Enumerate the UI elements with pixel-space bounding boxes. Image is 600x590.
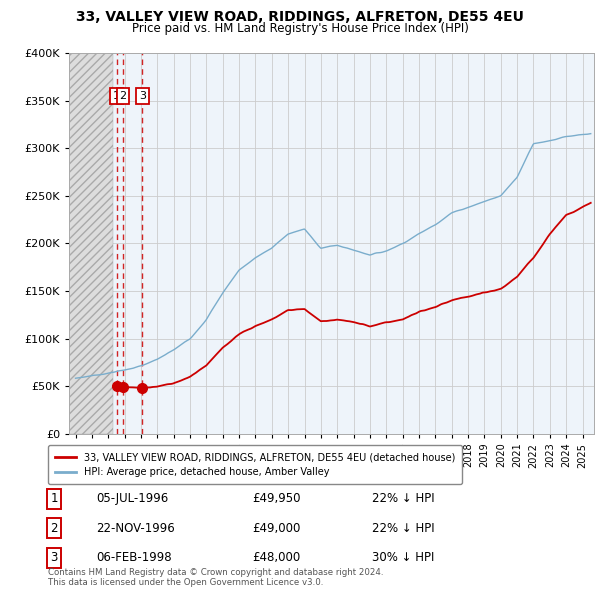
Text: 3: 3 bbox=[50, 551, 58, 564]
Text: 1: 1 bbox=[50, 492, 58, 505]
Text: 3: 3 bbox=[139, 91, 146, 101]
Text: Contains HM Land Registry data © Crown copyright and database right 2024.: Contains HM Land Registry data © Crown c… bbox=[48, 568, 383, 577]
Text: 1: 1 bbox=[113, 91, 120, 101]
Text: 22-NOV-1996: 22-NOV-1996 bbox=[96, 522, 175, 535]
Text: £49,950: £49,950 bbox=[252, 492, 301, 505]
Text: 06-FEB-1998: 06-FEB-1998 bbox=[96, 551, 172, 564]
Text: £49,000: £49,000 bbox=[252, 522, 301, 535]
Text: 33, VALLEY VIEW ROAD, RIDDINGS, ALFRETON, DE55 4EU: 33, VALLEY VIEW ROAD, RIDDINGS, ALFRETON… bbox=[76, 10, 524, 24]
Text: Price paid vs. HM Land Registry's House Price Index (HPI): Price paid vs. HM Land Registry's House … bbox=[131, 22, 469, 35]
Text: 2: 2 bbox=[50, 522, 58, 535]
Text: 30% ↓ HPI: 30% ↓ HPI bbox=[372, 551, 434, 564]
Text: 22% ↓ HPI: 22% ↓ HPI bbox=[372, 492, 434, 505]
Legend: 33, VALLEY VIEW ROAD, RIDDINGS, ALFRETON, DE55 4EU (detached house), HPI: Averag: 33, VALLEY VIEW ROAD, RIDDINGS, ALFRETON… bbox=[48, 445, 462, 484]
Text: 05-JUL-1996: 05-JUL-1996 bbox=[96, 492, 168, 505]
Text: 22% ↓ HPI: 22% ↓ HPI bbox=[372, 522, 434, 535]
Text: This data is licensed under the Open Government Licence v3.0.: This data is licensed under the Open Gov… bbox=[48, 578, 323, 587]
Text: £48,000: £48,000 bbox=[252, 551, 300, 564]
Text: 2: 2 bbox=[119, 91, 127, 101]
